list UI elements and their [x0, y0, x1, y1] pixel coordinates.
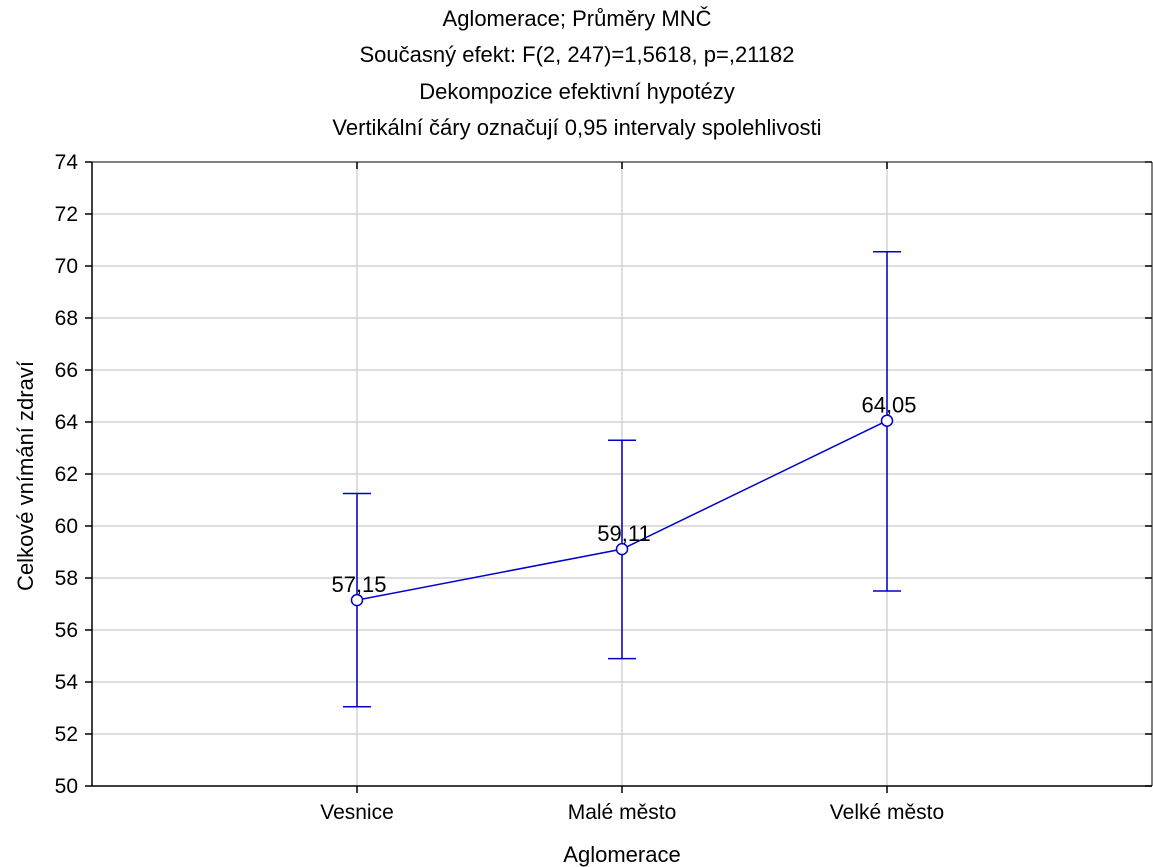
y-tick-label: 62: [55, 463, 78, 486]
y-tick-label: 72: [55, 203, 78, 226]
x-tick-label: Vesnice: [320, 801, 394, 824]
chart-title: Aglomerace; Průměry MNČ Současný efekt: …: [332, 6, 821, 140]
y-axis-ticks: 50 52 54 56 58 60 62 64 66 68 70 72 74: [55, 151, 1152, 798]
y-tick-label: 64: [55, 411, 79, 434]
data-point: [615, 542, 629, 556]
title-line-1: Aglomerace; Průměry MNČ: [443, 6, 712, 31]
data-label: 64,05: [861, 393, 916, 418]
title-line-4: Vertikální čáry označují 0,95 intervaly …: [332, 115, 821, 140]
data-point: [350, 593, 364, 607]
y-tick-label: 70: [55, 255, 78, 278]
y-axis-label: Celkové vnímání zdraví: [13, 361, 38, 591]
y-tick-label: 56: [55, 619, 78, 642]
x-tick-label: Velké město: [830, 801, 944, 824]
data-label: 57,15: [331, 572, 386, 597]
y-tick-label: 52: [55, 723, 78, 746]
y-tick-label: 68: [55, 307, 78, 330]
title-line-3: Dekompozice efektivní hypotézy: [419, 79, 735, 104]
y-tick-label: 54: [55, 671, 79, 694]
y-tick-label: 58: [55, 567, 78, 590]
x-axis-ticks: Vesnice Malé město Velké město: [320, 162, 944, 824]
title-line-2: Současný efekt: F(2, 247)=1,5618, p=,211…: [359, 42, 794, 67]
x-tick-label: Malé město: [568, 801, 677, 824]
y-tick-label: 60: [55, 515, 78, 538]
y-tick-label: 50: [55, 775, 78, 798]
y-tick-label: 74: [55, 151, 79, 174]
x-axis-label: Aglomerace: [563, 842, 680, 867]
series: 57,15 59,11 64,05: [331, 250, 917, 708]
data-label: 59,11: [597, 521, 650, 546]
data-point: [880, 414, 894, 427]
y-tick-label: 66: [55, 359, 78, 382]
